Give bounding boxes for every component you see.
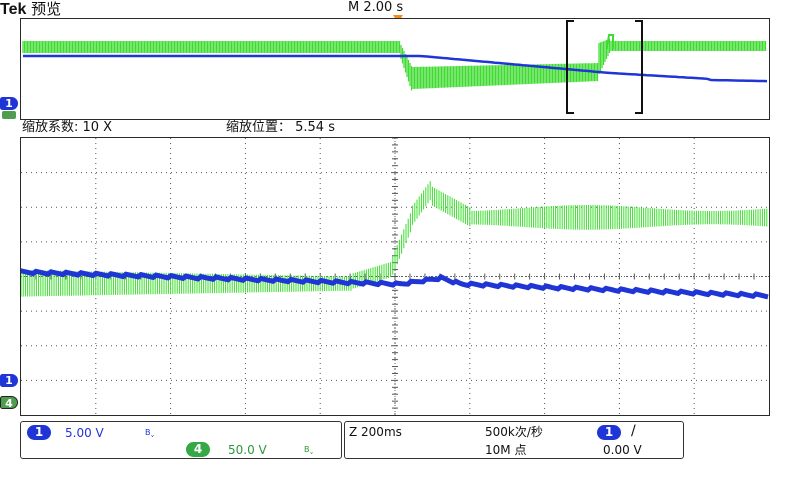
trigger-source-badge[interactable]: 1: [597, 425, 621, 440]
trigger-slope-icon[interactable]: /: [631, 423, 636, 439]
main-ch4-marker[interactable]: 4: [0, 396, 18, 410]
overview-ch1-marker[interactable]: 1: [0, 97, 18, 110]
ch1-bandwidth-limit-icon: Bˬ: [145, 428, 155, 437]
overview-ch1-trace: [23, 54, 768, 83]
ch4-bandwidth-limit-icon: Bˬ: [304, 445, 314, 454]
record-length[interactable]: 10M 点: [485, 443, 527, 457]
ch4-badge[interactable]: 4: [186, 442, 210, 457]
overview-ch4-marker[interactable]: [2, 111, 16, 119]
horizontal-trigger-panel[interactable]: Z 200ms 500k次/秒 10M 点 1 / 0.00 V: [344, 421, 684, 459]
overview-waveform-svg: [22, 20, 768, 114]
ch4-scale[interactable]: 50.0 V: [228, 443, 267, 457]
mode-label: 预览: [31, 0, 62, 18]
ch1-badge[interactable]: 1: [27, 425, 51, 440]
channel-settings-panel[interactable]: 1 5.00 V Bˬ 4 50.0 V Bˬ: [20, 421, 342, 459]
overview-ch4-band: [22, 38, 767, 91]
sample-rate[interactable]: 500k次/秒: [485, 425, 543, 439]
zoom-position-label: 缩放位置： 5.54 s: [226, 120, 335, 135]
zoom-waveform-svg: [18, 137, 769, 415]
main-ch1-marker[interactable]: 1: [0, 374, 18, 387]
zoom-window-bracket[interactable]: [566, 20, 643, 114]
zoom-scale[interactable]: Z 200ms: [349, 425, 402, 439]
zoom-ch4-trace: [20, 181, 768, 297]
zoom-waveform-graticule[interactable]: [18, 137, 770, 416]
overview-waveform-window[interactable]: [20, 18, 770, 120]
timebase-readout[interactable]: M 2.00 s: [348, 0, 404, 15]
zoom-ch1-trace: [18, 267, 769, 300]
trigger-level[interactable]: 0.00 V: [603, 443, 642, 457]
ch1-scale[interactable]: 5.00 V: [65, 426, 104, 440]
overview-ch4-trace: [22, 34, 767, 91]
zoom-ch4-band: [20, 181, 768, 297]
brand-header: Tek 预览: [0, 0, 61, 19]
zoom-factor-label: 缩放系数: 10 X: [22, 120, 113, 135]
tek-logo: Tek: [0, 1, 27, 18]
